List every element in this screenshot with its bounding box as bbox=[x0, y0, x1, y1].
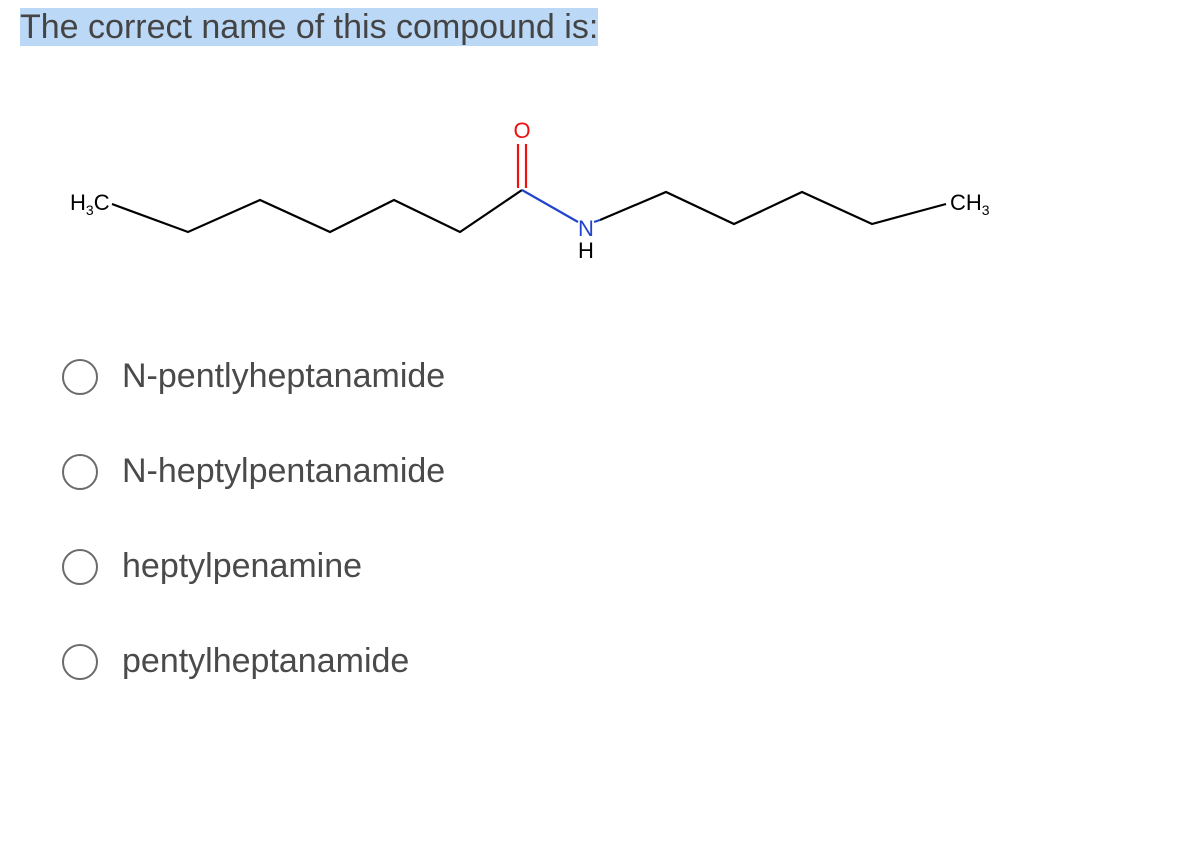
radio-d[interactable] bbox=[62, 644, 98, 680]
option-b-label: N-heptylpentanamide bbox=[122, 452, 445, 491]
answer-options: N-pentlyheptanamide N-heptylpentanamide … bbox=[0, 357, 1200, 681]
option-a[interactable]: N-pentlyheptanamide bbox=[62, 357, 1200, 396]
radio-a[interactable] bbox=[62, 359, 98, 395]
structure-svg: H3C CH3 O N H bbox=[70, 112, 1040, 282]
label-ch3: CH3 bbox=[950, 190, 990, 218]
chemical-structure: H3C CH3 O N H bbox=[0, 112, 1200, 287]
question-text: The correct name of this compound is: bbox=[0, 0, 1200, 47]
c-n-bond bbox=[522, 190, 578, 222]
n-c-bond bbox=[594, 220, 600, 222]
option-d[interactable]: pentylheptanamide bbox=[62, 642, 1200, 681]
right-chain-bonds bbox=[600, 192, 946, 224]
option-d-label: pentylheptanamide bbox=[122, 642, 409, 681]
option-c[interactable]: heptylpenamine bbox=[62, 547, 1200, 586]
option-c-label: heptylpenamine bbox=[122, 547, 362, 586]
left-chain-bonds bbox=[112, 190, 522, 232]
option-a-label: N-pentlyheptanamide bbox=[122, 357, 445, 396]
label-nh-hydrogen: H bbox=[578, 238, 594, 263]
radio-c[interactable] bbox=[62, 549, 98, 585]
label-oxygen: O bbox=[513, 118, 530, 143]
label-h3c: H3C bbox=[70, 190, 110, 218]
radio-b[interactable] bbox=[62, 454, 98, 490]
question-highlight: The correct name of this compound is: bbox=[20, 8, 598, 46]
option-b[interactable]: N-heptylpentanamide bbox=[62, 452, 1200, 491]
